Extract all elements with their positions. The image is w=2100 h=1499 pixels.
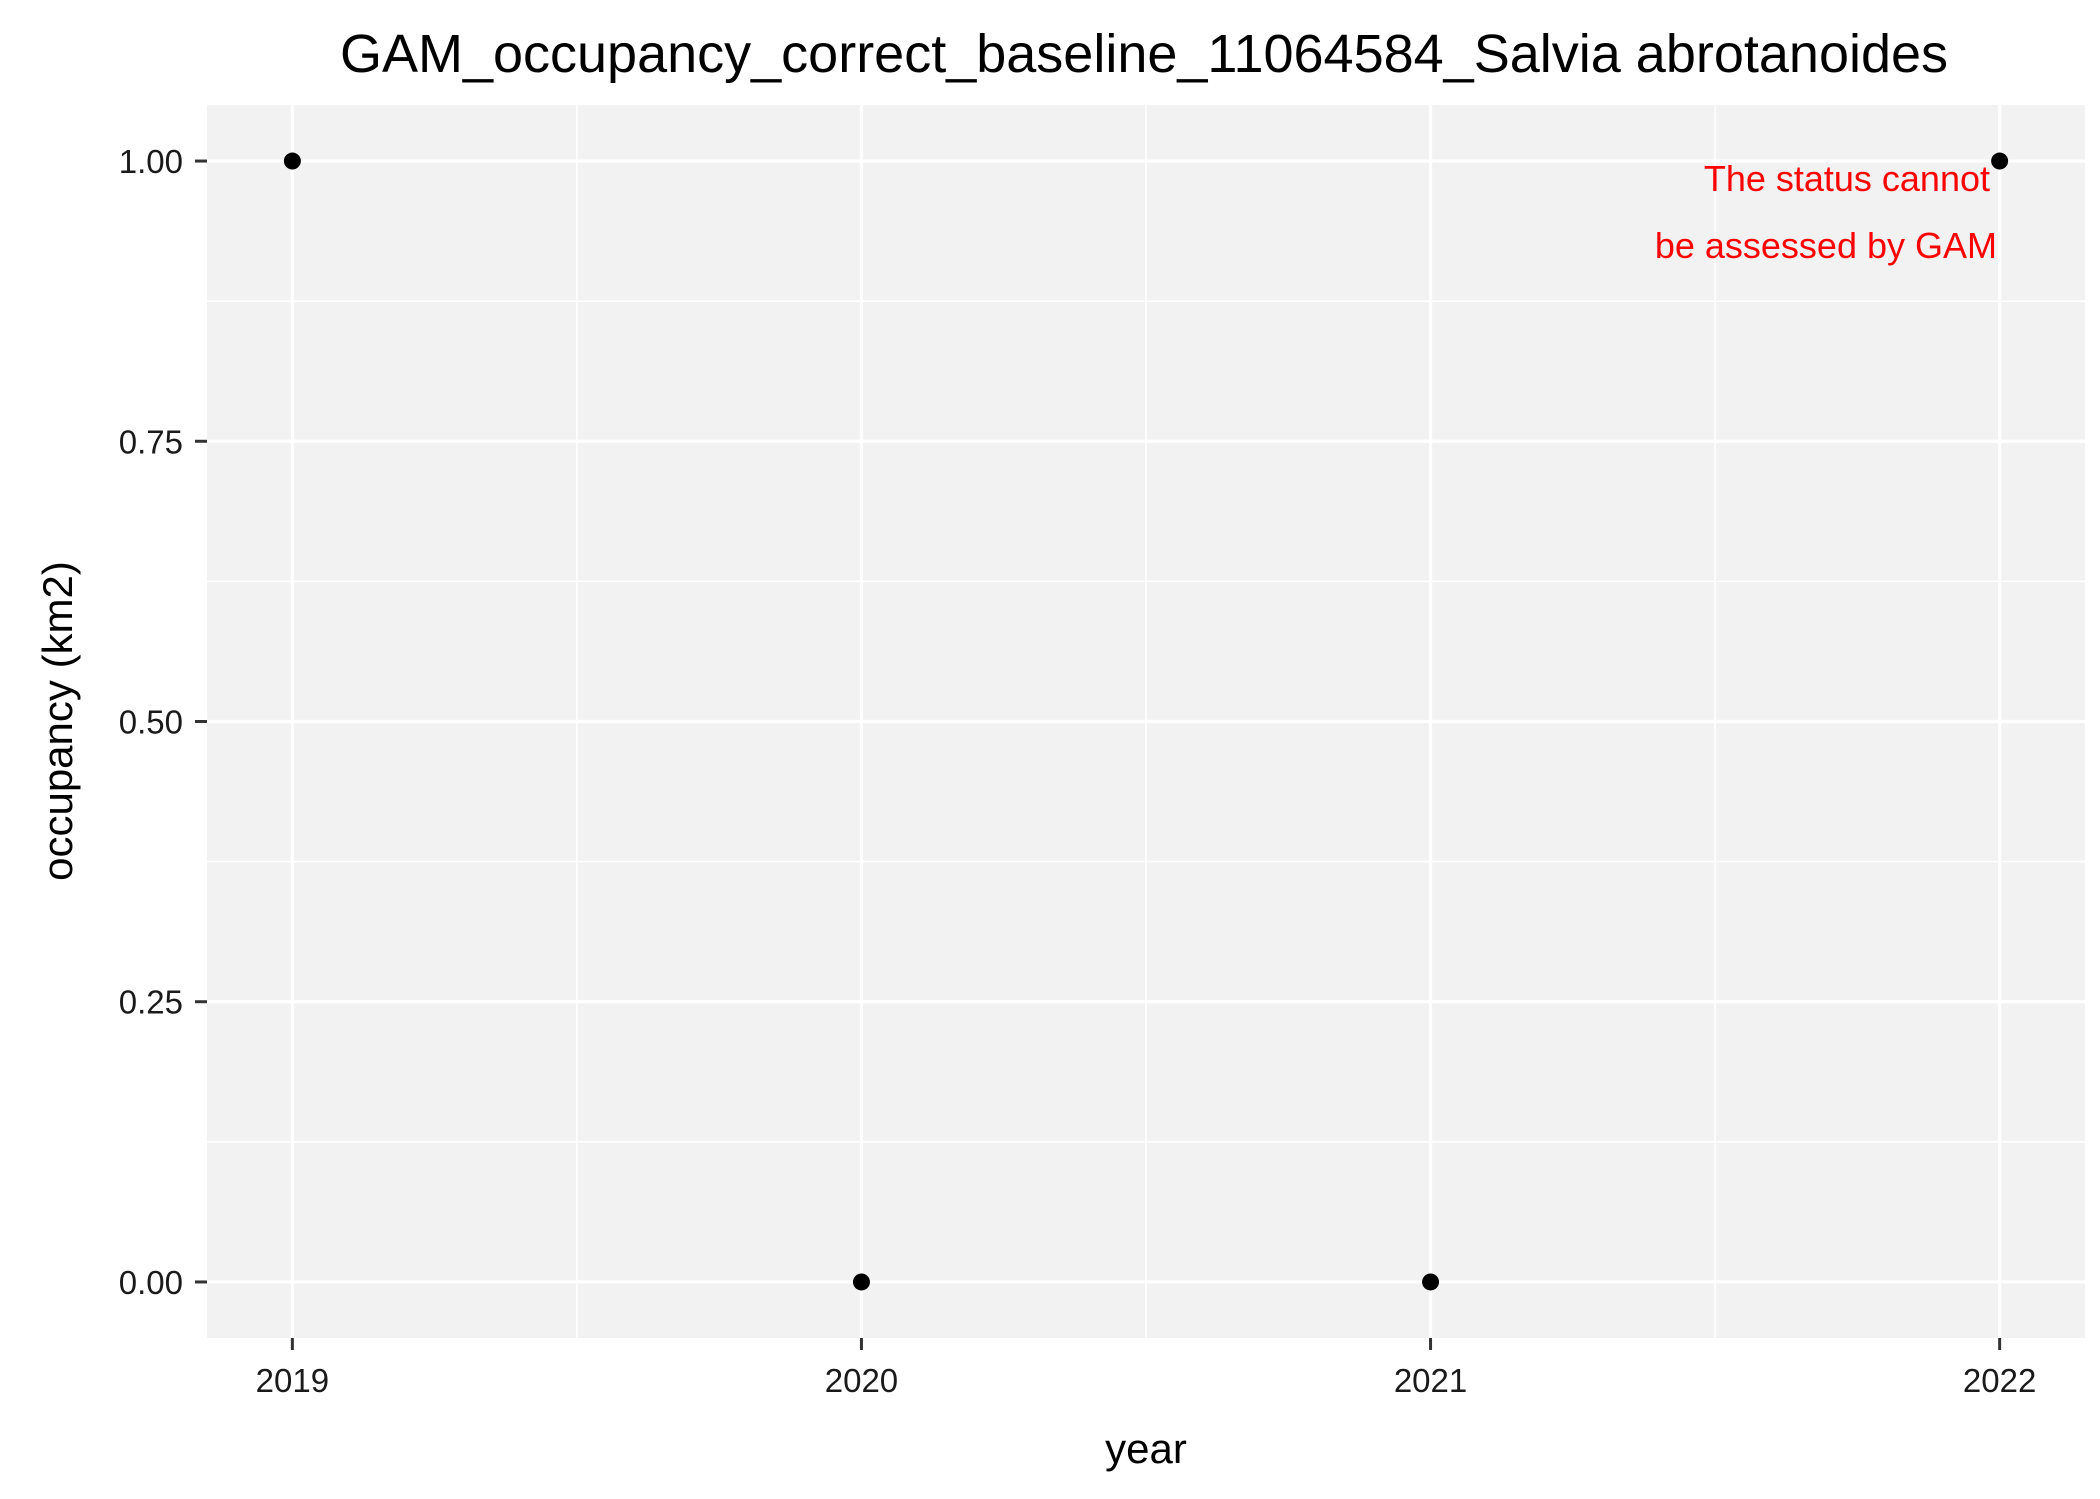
y-axis-title: occupancy (km2): [34, 561, 81, 881]
x-tick-label: 2021: [1394, 1362, 1467, 1399]
chart-title: GAM_occupancy_correct_baseline_11064584_…: [340, 24, 1948, 84]
y-axis: 0.00 0.25 0.50 0.75 1.00: [119, 143, 207, 1301]
y-tick-label: 0.00: [119, 1264, 183, 1301]
data-points: [283, 152, 2009, 1291]
y-tick-label: 0.50: [119, 704, 183, 741]
data-point: [283, 152, 301, 170]
y-tick-label: 0.25: [119, 984, 183, 1021]
data-point: [1991, 152, 2009, 170]
data-point: [852, 1273, 870, 1291]
data-point: [1422, 1273, 1440, 1291]
x-tick-label: 2019: [256, 1362, 329, 1399]
annotation-line-1: The status cannot: [1704, 158, 1990, 199]
grid-major-lines: [207, 105, 2085, 1338]
x-axis: 2019 2020 2021 2022: [256, 1338, 2036, 1399]
gam-status-annotation: The status cannot be assessed by GAM: [1655, 158, 1997, 266]
x-axis-title: year: [1105, 1425, 1187, 1472]
y-tick-label: 0.75: [119, 423, 183, 460]
y-tick-label: 1.00: [119, 143, 183, 180]
x-tick-label: 2020: [825, 1362, 898, 1399]
x-tick-label: 2022: [1963, 1362, 2036, 1399]
annotation-line-2: be assessed by GAM: [1655, 225, 1997, 266]
